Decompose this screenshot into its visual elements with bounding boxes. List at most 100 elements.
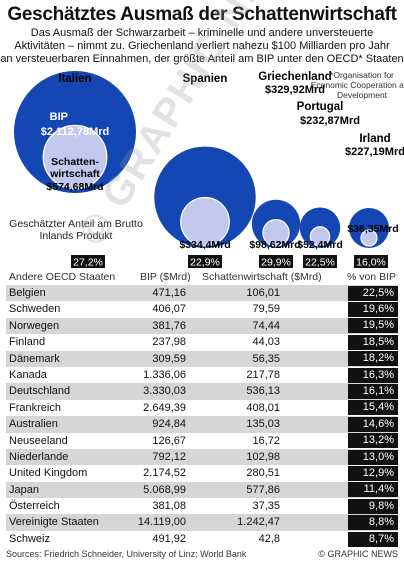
header-country: Andere OECD Staaten (9, 271, 116, 283)
shadow-cell: 56,35 (252, 352, 280, 365)
country-cell: Frankreich (9, 401, 61, 414)
footnote: *Organisation for (330, 70, 394, 80)
percent-cell: 8,8% (348, 515, 398, 531)
shadow-cell: 79,59 (252, 303, 280, 316)
gdp-cell: 237,98 (152, 336, 186, 349)
gdp-cell: 381,76 (152, 319, 186, 332)
gdp-cell: 126,67 (152, 434, 186, 447)
footnote: Development (337, 90, 388, 100)
gdp-cell: 2.174,52 (143, 467, 186, 480)
page-title: Geschätztes Ausmaß der Schattenwirtschaf… (7, 4, 397, 25)
table-row: Deutschland 3.330,03 536,13 16,1% (6, 383, 398, 400)
shadow-cell: 1.242,47 (237, 516, 280, 529)
country-cell: Australien (9, 418, 58, 431)
share-box (303, 255, 337, 268)
table-row: Schweden 406,07 79,59 19,6% (6, 301, 398, 318)
percent-cell: 9,8% (348, 498, 398, 514)
country-cell: Österreich (9, 500, 60, 513)
shadow-cell: 577,86 (246, 483, 280, 496)
gdp-cell: 3.330,03 (143, 385, 186, 398)
shadow-cell: 44,03 (252, 336, 280, 349)
table-row: Niederlande 792,12 102,98 13,0% (6, 448, 398, 466)
shadow-cell: 74,44 (252, 319, 280, 332)
footnote: Economic Cooperation and (311, 80, 404, 90)
shadow-cell: 135,03 (246, 418, 280, 431)
country-cell: Finland (9, 336, 46, 349)
table-row: Norwegen 381,76 74,44 19,5% (6, 317, 398, 335)
gdp-cell: 14.119,00 (137, 516, 186, 529)
shadow-cell: 536,13 (246, 385, 280, 398)
percent-cell: 22,5% (348, 285, 398, 301)
percent-cell: 15,4% (348, 400, 398, 416)
table-header: Andere OECD Staaten BIP ($Mrd) Schattenw… (6, 271, 398, 285)
shadow-bubble (42, 124, 108, 190)
country-cell: Japan (9, 483, 39, 496)
country-cell: Vereinigte Staaten (9, 516, 99, 529)
share-value: 22,5% (305, 257, 335, 269)
shadow-cell: 102,98 (246, 450, 280, 463)
shadow-bubble (360, 229, 378, 247)
country-cell: United Kingdom (9, 467, 88, 480)
shadow-cell: 408,01 (246, 401, 280, 414)
gdp-value: $232,87Mrd (300, 115, 360, 127)
share-value: 16,0% (356, 257, 386, 269)
percent-cell: 19,6% (348, 302, 398, 318)
gdp-cell: 924,84 (152, 418, 186, 431)
share-box (259, 255, 293, 268)
gdp-value: $1.460,25Mrd (170, 121, 239, 133)
country-cell: Belgien (9, 287, 46, 299)
shadow-cell: 16,72 (252, 434, 280, 447)
share-box (188, 255, 222, 268)
source-note: Sources: Friedrich Schneider, University… (6, 549, 247, 559)
table-row: Japan 5.068,99 577,86 11,4% (6, 481, 398, 499)
shadow-cell: 280,51 (246, 467, 280, 480)
header-percent: % von BIP (346, 271, 396, 283)
country-cell: Schweden (9, 303, 61, 316)
shadow-value: $98,62Mrd (249, 239, 300, 251)
shadow-bubble (180, 196, 230, 247)
country-cell: Dänemark (9, 352, 60, 365)
gdp-bubble (348, 207, 390, 248)
table-row: Kanada 1.336,06 217,78 16,3% (6, 367, 398, 383)
gdp-cell: 381,08 (152, 500, 186, 513)
shadow-cell: 37,35 (252, 500, 280, 513)
intro-text: Das Ausmaß der Schwarzarbeit – kriminell… (0, 27, 404, 66)
shadow-cell: 42,8 (258, 532, 280, 545)
gdp-cell: 309,59 (152, 352, 186, 365)
shadow-value: $36,35Mrd (347, 223, 398, 235)
table-row: Vereinigte Staaten 14.119,00 1.242,47 8,8% (6, 514, 398, 531)
bip-label: BIP (50, 111, 68, 123)
country-cell: Neuseeland (9, 434, 68, 447)
shadow-title: wirtschaft (49, 168, 100, 180)
shadow-value: $334,4Mrd (179, 239, 230, 251)
table-row: Finland 237,98 44,03 18,5% (6, 334, 398, 350)
country-label: Italien (58, 73, 91, 85)
gdp-cell: 792,12 (152, 450, 186, 463)
percent-cell: 18,5% (348, 334, 398, 350)
share-box (354, 255, 388, 268)
percent-cell: 13,0% (348, 449, 398, 465)
share-value: 22,9% (190, 257, 220, 269)
shadow-cell: 217,78 (246, 368, 280, 381)
table-row: Australien 924,84 135,03 14,6% (6, 416, 398, 433)
credit: © GRAPHIC NEWS (318, 549, 398, 559)
percent-cell: 8,7% (348, 531, 398, 547)
country-label: Portugal (297, 101, 344, 113)
country-label: Irland (359, 133, 390, 145)
header-shadow: Schattenwirtschaft ($Mrd) (202, 271, 322, 283)
table-row: United Kingdom 2.174,52 280,51 12,9% (6, 465, 398, 481)
percent-cell: 14,6% (348, 416, 398, 432)
country-label: Spanien (183, 73, 228, 85)
percent-cell: 16,1% (348, 384, 398, 400)
percent-cell: 12,9% (348, 465, 398, 481)
table-row: Frankreich 2.649,39 408,01 15,4% (6, 400, 398, 416)
percent-cell: 13,2% (348, 433, 398, 449)
shadow-cell: 106,01 (246, 287, 280, 299)
shadow-title: Schatten- (51, 156, 99, 168)
country-label: Griechenland (258, 71, 332, 83)
country-cell: Schweiz (9, 532, 50, 545)
country-cell: Norwegen (9, 319, 60, 332)
bubble-chart: Italien Spanien Griechenland Portugal Irland… (14, 70, 404, 269)
shadow-value: $574,68Mrd (46, 181, 103, 193)
header-gdp: BIP ($Mrd) (140, 271, 191, 283)
